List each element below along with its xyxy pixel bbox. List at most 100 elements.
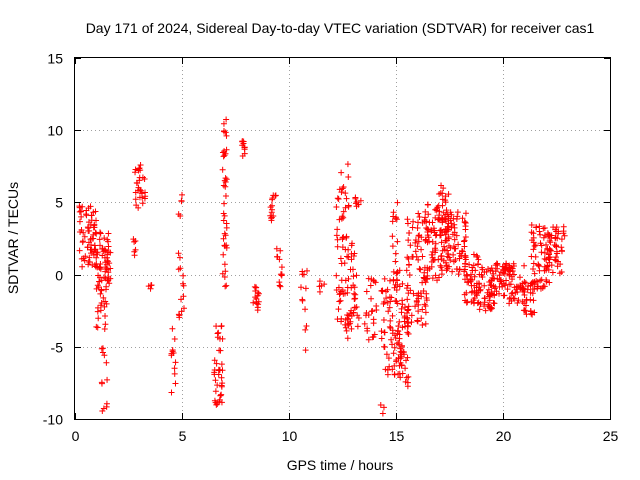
data-point bbox=[421, 269, 428, 276]
data-point bbox=[175, 250, 182, 257]
data-point bbox=[429, 238, 436, 245]
data-point bbox=[405, 306, 412, 313]
data-point bbox=[220, 182, 227, 189]
data-point bbox=[81, 233, 88, 240]
data-point bbox=[392, 250, 399, 257]
data-point bbox=[222, 232, 229, 239]
data-point bbox=[403, 357, 410, 364]
data-point bbox=[96, 264, 103, 271]
data-point bbox=[514, 299, 521, 306]
data-point bbox=[215, 367, 222, 374]
data-point bbox=[406, 271, 413, 278]
data-point bbox=[474, 260, 481, 267]
data-point bbox=[137, 161, 144, 168]
data-point bbox=[338, 169, 345, 176]
data-point bbox=[395, 323, 402, 330]
data-point bbox=[425, 211, 432, 218]
data-point bbox=[418, 315, 425, 322]
data-point bbox=[394, 199, 401, 206]
data-point bbox=[503, 260, 510, 267]
data-point bbox=[462, 260, 469, 267]
data-point bbox=[334, 226, 341, 233]
y-tick-label: 10 bbox=[47, 123, 63, 139]
data-point bbox=[413, 253, 420, 260]
data-point bbox=[414, 318, 421, 325]
data-point bbox=[302, 326, 309, 333]
data-point bbox=[344, 253, 351, 260]
data-point bbox=[399, 301, 406, 308]
data-point bbox=[393, 358, 400, 365]
data-point bbox=[442, 197, 449, 204]
data-point bbox=[387, 317, 394, 324]
data-point bbox=[348, 242, 355, 249]
data-point bbox=[98, 345, 105, 352]
data-point bbox=[468, 282, 475, 289]
data-point bbox=[466, 261, 473, 268]
data-point bbox=[527, 308, 534, 315]
data-point bbox=[223, 116, 230, 123]
data-point bbox=[350, 273, 357, 280]
data-point bbox=[383, 295, 390, 302]
data-point bbox=[97, 260, 104, 267]
data-point bbox=[401, 304, 408, 311]
data-point bbox=[267, 204, 274, 211]
data-point bbox=[220, 128, 227, 135]
data-point bbox=[148, 282, 155, 289]
data-point bbox=[463, 299, 470, 306]
data-point bbox=[278, 264, 285, 271]
data-point bbox=[405, 319, 412, 326]
data-point bbox=[423, 290, 430, 297]
data-point bbox=[79, 238, 86, 245]
data-point bbox=[385, 308, 392, 315]
data-point bbox=[453, 265, 460, 272]
data-point bbox=[424, 228, 431, 235]
data-point bbox=[523, 311, 530, 318]
data-point bbox=[415, 308, 422, 315]
y-tick-label: 5 bbox=[55, 195, 63, 211]
data-point bbox=[277, 247, 284, 254]
data-point bbox=[507, 281, 514, 288]
data-point bbox=[492, 268, 499, 275]
data-point bbox=[348, 250, 355, 257]
data-point bbox=[443, 207, 450, 214]
data-point bbox=[401, 318, 408, 325]
data-point bbox=[521, 278, 528, 285]
data-point bbox=[351, 295, 358, 302]
data-point bbox=[95, 284, 102, 291]
data-point bbox=[428, 263, 435, 270]
data-point bbox=[94, 251, 101, 258]
data-point bbox=[102, 313, 109, 320]
data-point bbox=[404, 296, 411, 303]
data-point bbox=[407, 242, 414, 249]
data-point bbox=[221, 200, 228, 207]
data-point bbox=[548, 232, 555, 239]
data-point bbox=[451, 229, 458, 236]
data-point bbox=[180, 293, 187, 300]
data-point bbox=[93, 254, 100, 261]
data-point bbox=[399, 324, 406, 331]
data-point bbox=[530, 230, 537, 237]
data-point bbox=[373, 307, 380, 314]
chart-title: Day 171 of 2024, Sidereal Day-to-day VTE… bbox=[86, 20, 595, 36]
data-point bbox=[218, 399, 225, 406]
data-point bbox=[101, 235, 108, 242]
data-point bbox=[277, 271, 284, 278]
data-point bbox=[389, 233, 396, 240]
data-point bbox=[97, 242, 104, 249]
data-point bbox=[530, 266, 537, 273]
data-point bbox=[553, 224, 560, 231]
x-tick-label: 15 bbox=[389, 428, 405, 444]
data-point bbox=[433, 205, 440, 212]
data-point bbox=[395, 355, 402, 362]
data-point bbox=[387, 298, 394, 305]
data-point bbox=[397, 374, 404, 381]
data-point bbox=[141, 175, 148, 182]
data-point bbox=[365, 275, 372, 282]
data-point bbox=[94, 304, 101, 311]
data-point bbox=[131, 248, 138, 255]
data-point bbox=[437, 190, 444, 197]
data-point bbox=[352, 200, 359, 207]
data-point bbox=[432, 249, 439, 256]
data-point bbox=[132, 196, 139, 203]
data-point bbox=[98, 380, 105, 387]
